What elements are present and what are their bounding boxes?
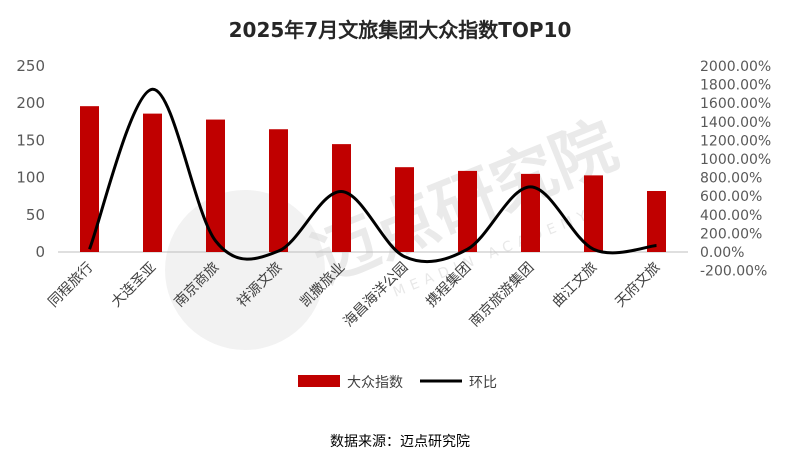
x-category-label: 大连圣亚 (108, 260, 159, 311)
x-category-label: 天府文旅 (612, 260, 663, 311)
y-left-tick-label: 100 (16, 169, 45, 187)
bar-9 (584, 175, 603, 252)
y-right-tick-label: -200.00% (700, 264, 767, 280)
bar-7 (458, 170, 477, 252)
bar-10 (647, 190, 666, 252)
bar-series (80, 106, 666, 253)
y-left-tick-label: 200 (16, 94, 45, 112)
y-right-tick-label: 400.00% (700, 208, 762, 224)
legend-label-bar: 大众指数 (347, 375, 403, 391)
y-right-tick-label: 1800.00% (700, 78, 771, 94)
y-left-tick-label: 0 (35, 243, 45, 261)
line-series-huanbi (88, 87, 657, 264)
bar-3 (206, 119, 225, 253)
y-left-tick-label: 250 (16, 57, 45, 75)
y-right-tick-label: 2000.00% (700, 59, 771, 75)
x-category-label: 同程旅行 (45, 260, 96, 311)
legend-label-line: 环比 (469, 375, 497, 391)
bar-5 (332, 144, 351, 252)
source-note: 数据来源：迈点研究院 (330, 434, 470, 450)
bar-2 (143, 113, 162, 252)
y-right-tick-label: 800.00% (700, 171, 762, 187)
x-category-label: 曲江文旅 (549, 260, 600, 311)
y-right-tick-label: 1000.00% (700, 152, 771, 168)
y-left-tick-label: 150 (16, 131, 45, 149)
bar-8 (521, 173, 540, 252)
y-right-tick-label: 600.00% (700, 189, 762, 205)
y-right-tick-label: 0.00% (700, 245, 744, 261)
bar-1 (80, 106, 99, 253)
bar-4 (269, 129, 288, 252)
chart-title: 2025年7月文旅集团大众指数TOP10 (229, 18, 572, 42)
y-right-tick-label: 200.00% (700, 226, 762, 242)
y-right-tick-label: 1200.00% (700, 133, 771, 149)
y-right-tick-label: 1400.00% (700, 115, 771, 131)
bar-6 (395, 167, 414, 252)
legend: 大众指数 环比 (298, 375, 497, 391)
legend-swatch-bar (298, 375, 340, 387)
watermark-logo (165, 190, 325, 350)
y-right-tick-label: 1600.00% (700, 96, 771, 112)
y-left-tick-label: 50 (26, 206, 45, 224)
y-axis-left: 0 50 100 150 200 250 (16, 57, 45, 261)
y-axis-right: -200.00% 0.00% 200.00% 400.00% 600.00% 800.00… (700, 59, 771, 280)
x-category-label: 南京旅游集团 (466, 259, 537, 330)
